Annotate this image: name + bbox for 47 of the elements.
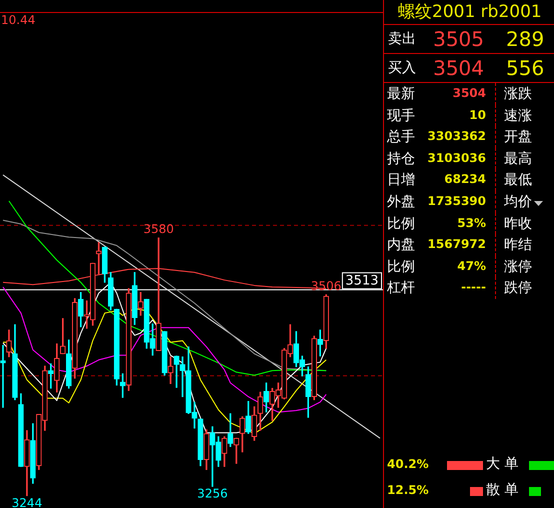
text: ----- [461,280,486,294]
text: 昨收 [504,214,532,233]
text: 47% [457,258,486,273]
text: 跌停 [504,279,532,298]
text: 杠杆 [387,279,415,298]
text: 昨结 [504,236,532,254]
text: 涨停 [504,258,532,276]
text: 最新 [387,85,415,103]
text: 1735390 [428,194,486,208]
text: 3303362 [428,129,486,144]
text: 3103036 [428,150,486,165]
text: 比例 [387,258,415,276]
annotation: 3244 [12,496,42,508]
text: 比例 [387,214,415,233]
text: 卖出 [388,30,416,48]
annotation: 3506 [310,278,342,293]
text: 1567972 [428,237,486,252]
text: 现手 [387,106,415,125]
annotation: 10.44 [1,13,36,28]
text: 最高 [504,150,532,168]
text: 速涨 [504,106,532,125]
text: 均价 [504,192,532,211]
text: 3505 [433,27,484,51]
text: 40.2% [387,457,429,471]
text: 10 [469,108,486,122]
text: 53% [457,216,486,230]
ref-line-label: 3513 [345,274,379,289]
text: 外盘 [387,192,415,211]
text: 涨跌 [504,85,532,103]
text: 散 单 [486,481,518,499]
text: 大 单 [486,455,518,473]
text: 556 [506,56,544,80]
text: 买入 [388,59,416,77]
text: 持仓 [387,150,415,168]
text: 289 [506,27,544,51]
text: 3504 [452,86,486,100]
text: 总手 [387,128,415,146]
text: 12.5% [387,483,429,497]
text: 3504 [433,56,484,80]
text: 日增 [387,171,415,190]
text: 螺纹2001 rb2001 [384,0,554,25]
text: 最低 [504,171,532,190]
text: 开盘 [504,128,532,146]
annotation: 3580 [143,222,174,236]
annotation: 3256 [197,486,228,501]
text: 68234 [444,172,486,186]
text: 内盘 [387,236,415,254]
